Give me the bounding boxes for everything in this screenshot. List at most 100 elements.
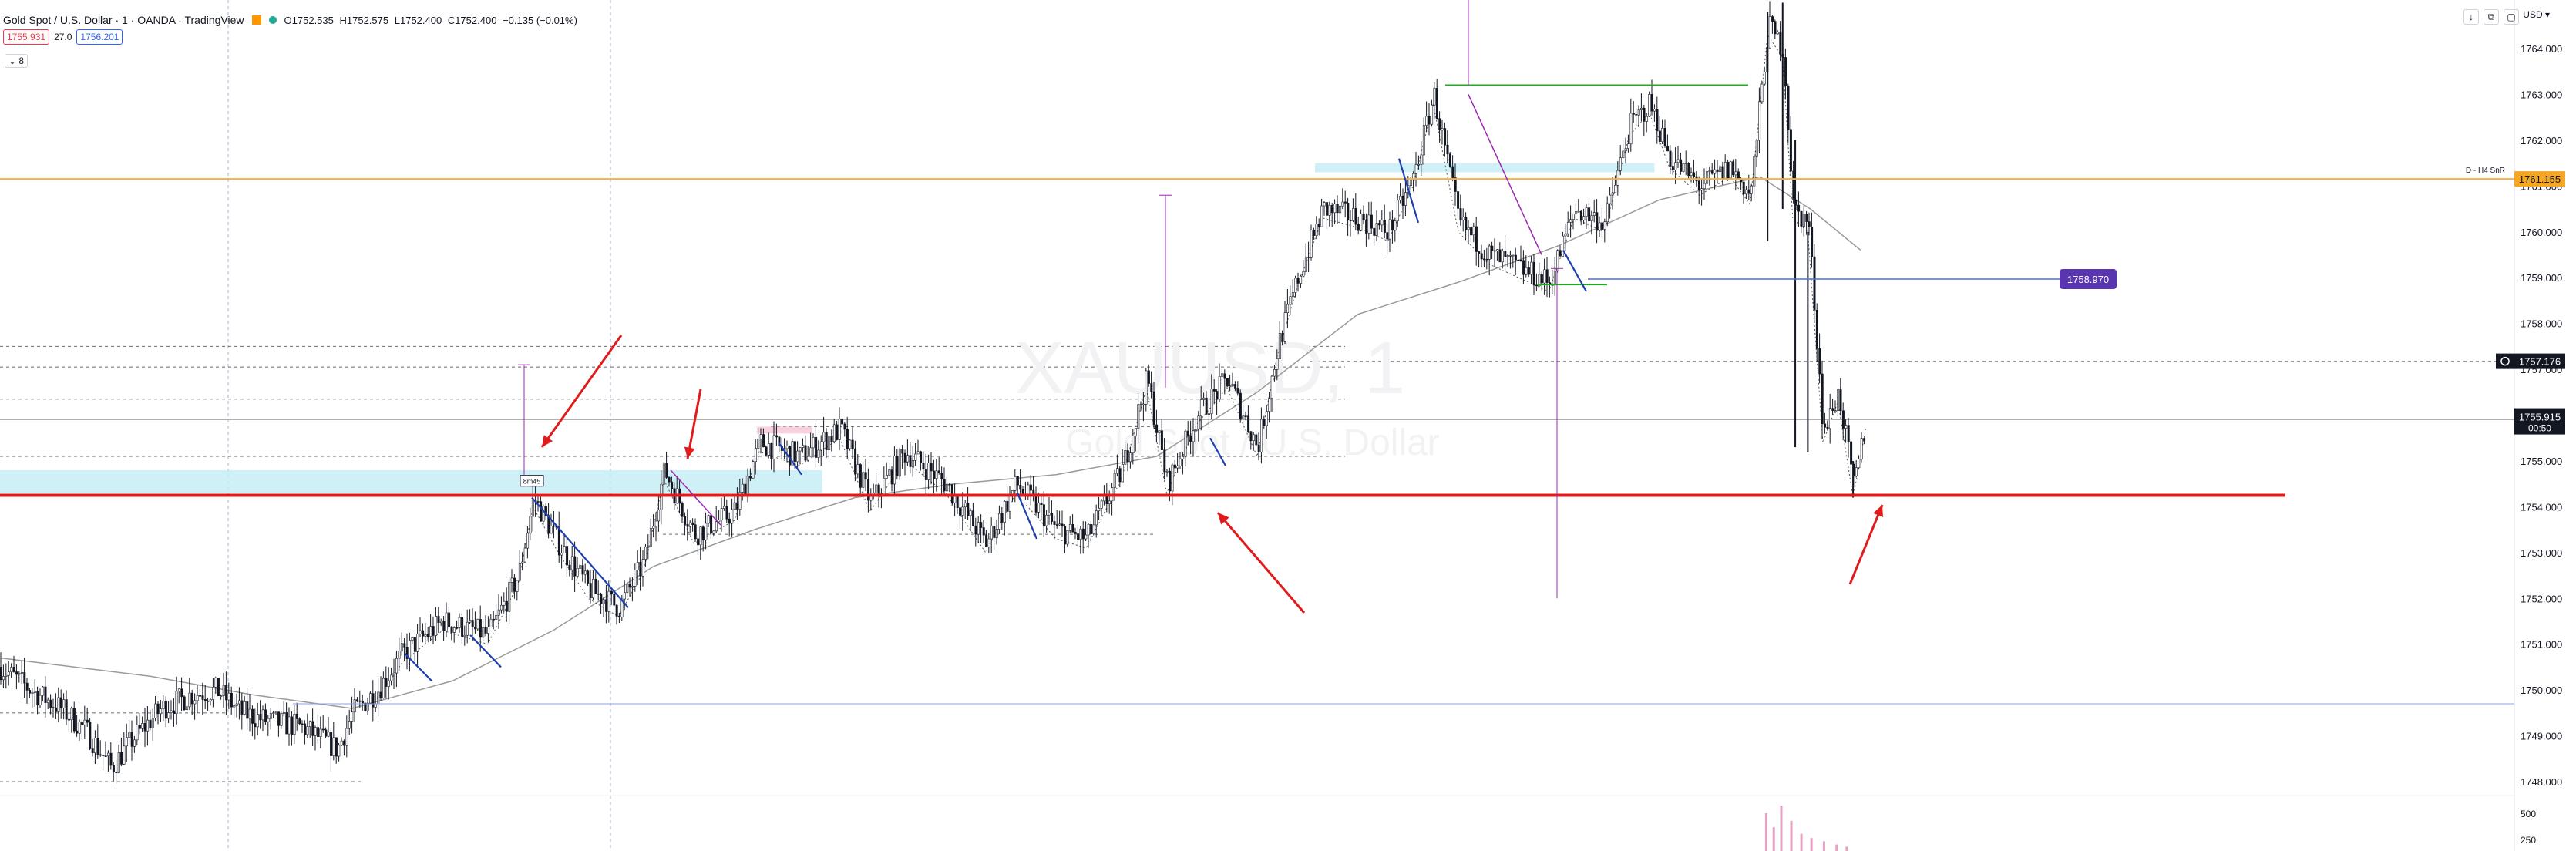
candle-body bbox=[1569, 219, 1572, 223]
candle bbox=[382, 671, 385, 699]
candle-body bbox=[125, 737, 128, 747]
candle-body bbox=[1648, 94, 1651, 117]
candle bbox=[1768, 1, 1771, 49]
candle bbox=[448, 606, 451, 629]
candle bbox=[977, 516, 980, 543]
candle bbox=[33, 679, 36, 707]
candle bbox=[1197, 410, 1200, 442]
candle-body bbox=[442, 621, 446, 631]
candle-body bbox=[487, 627, 490, 634]
candle bbox=[1459, 194, 1462, 226]
candle bbox=[151, 708, 154, 741]
candle-body bbox=[353, 699, 356, 713]
restore-icon[interactable]: ⧉ bbox=[2484, 9, 2499, 25]
candle-body bbox=[1671, 166, 1674, 170]
candle-body bbox=[924, 469, 927, 480]
candle-body bbox=[432, 626, 435, 636]
currency-selector[interactable]: USD ▾ bbox=[2523, 9, 2550, 20]
candle-body bbox=[104, 755, 107, 757]
candle bbox=[1328, 201, 1331, 227]
indicators-toggle-button[interactable]: ⌄ 8 bbox=[5, 54, 29, 68]
candle bbox=[274, 711, 277, 715]
candle-body bbox=[439, 621, 442, 624]
candle bbox=[102, 755, 105, 771]
candle bbox=[1596, 199, 1599, 244]
candle-body bbox=[937, 470, 940, 473]
candle-body bbox=[1113, 473, 1116, 488]
candle bbox=[372, 680, 375, 722]
candle-body bbox=[1349, 220, 1352, 221]
candle bbox=[392, 658, 395, 689]
candle-body bbox=[1391, 219, 1394, 231]
candle bbox=[1572, 213, 1575, 230]
candle-body bbox=[1058, 523, 1061, 526]
candle-body bbox=[1732, 161, 1735, 176]
candle bbox=[1645, 113, 1648, 133]
candle bbox=[327, 717, 330, 738]
candle bbox=[665, 452, 668, 479]
candle bbox=[201, 682, 204, 715]
candle-body bbox=[18, 673, 21, 675]
candle bbox=[1682, 162, 1685, 174]
candle-body bbox=[86, 719, 89, 723]
candle bbox=[429, 614, 432, 641]
candle-body bbox=[317, 727, 320, 737]
candle-body bbox=[1622, 150, 1625, 159]
candle-body bbox=[222, 684, 225, 696]
candle bbox=[1517, 259, 1520, 263]
candle bbox=[1808, 212, 1811, 236]
candle bbox=[568, 560, 571, 577]
candle bbox=[1815, 303, 1818, 362]
candle-body bbox=[1582, 216, 1586, 220]
candle bbox=[1629, 98, 1633, 152]
candle-body bbox=[1252, 434, 1255, 442]
candle-body bbox=[830, 436, 833, 442]
candle-body bbox=[875, 484, 878, 494]
arrow-down-icon[interactable]: ↓ bbox=[2463, 9, 2479, 25]
candle-body bbox=[180, 688, 183, 698]
candle bbox=[1700, 179, 1703, 206]
candle-body bbox=[76, 730, 79, 734]
candle bbox=[1095, 504, 1098, 538]
candle bbox=[471, 608, 474, 641]
candle-body bbox=[416, 634, 419, 652]
candle bbox=[358, 690, 362, 708]
candle bbox=[809, 432, 812, 457]
candle-body bbox=[298, 718, 301, 725]
candle bbox=[133, 735, 136, 753]
candle-body bbox=[419, 630, 422, 634]
maximize-icon[interactable]: ▢ bbox=[2504, 9, 2519, 25]
candle-body bbox=[974, 525, 977, 535]
candle bbox=[1758, 87, 1761, 154]
candle-body bbox=[812, 436, 815, 449]
candle-body bbox=[982, 527, 985, 536]
candle-body bbox=[785, 446, 789, 449]
candle bbox=[1438, 111, 1441, 143]
candle bbox=[1624, 137, 1627, 163]
candle-body bbox=[293, 713, 296, 735]
candle-body bbox=[1278, 333, 1281, 359]
candle-body bbox=[1184, 430, 1187, 457]
candle bbox=[186, 705, 189, 711]
candle-body bbox=[308, 721, 311, 727]
candle bbox=[1582, 208, 1586, 224]
candle-body bbox=[819, 441, 822, 451]
candle-body bbox=[684, 516, 687, 525]
buy-button[interactable]: 1756.201 bbox=[76, 29, 123, 45]
red-arrow-head bbox=[684, 446, 695, 459]
sell-button[interactable]: 1755.931 bbox=[3, 29, 50, 45]
candle bbox=[1784, 48, 1787, 100]
candle bbox=[482, 618, 485, 641]
candle bbox=[550, 513, 553, 534]
candle-body bbox=[1428, 116, 1431, 125]
candle-body bbox=[7, 671, 10, 676]
candle bbox=[725, 499, 728, 523]
symbol-title[interactable]: Gold Spot / U.S. Dollar · 1 · OANDA · Tr… bbox=[3, 14, 244, 26]
candle bbox=[1585, 203, 1588, 229]
candle-body bbox=[1367, 214, 1370, 234]
candle-body bbox=[1454, 177, 1457, 192]
candle-body bbox=[1137, 404, 1140, 429]
flag-icon[interactable] bbox=[251, 15, 261, 25]
